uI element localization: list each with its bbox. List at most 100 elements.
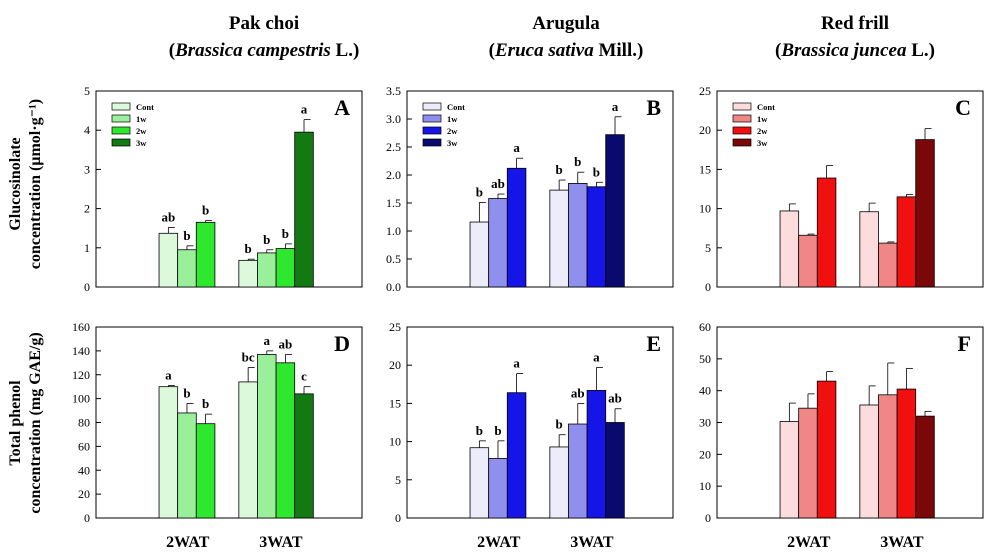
bar bbox=[779, 210, 800, 288]
legend-label: 2w bbox=[757, 126, 768, 136]
bar bbox=[195, 221, 216, 288]
significance-letter: a bbox=[264, 333, 271, 348]
legend-swatch bbox=[111, 102, 131, 111]
significance-letter: b bbox=[574, 154, 581, 169]
bar bbox=[798, 234, 818, 288]
bar bbox=[549, 446, 569, 519]
y-tick-label: 15 bbox=[699, 162, 711, 176]
y-tick-label: 100 bbox=[72, 392, 90, 406]
y-tick-label: 160 bbox=[72, 320, 90, 334]
significance-letter: a bbox=[513, 140, 520, 155]
bar bbox=[816, 177, 837, 288]
y-tick-label: 20 bbox=[699, 447, 711, 461]
bar bbox=[878, 394, 898, 519]
column-header-red-frill: Red frill (Brassica juncea L.) bbox=[715, 10, 995, 64]
panel-letter: A bbox=[334, 95, 350, 120]
panel-letter: C bbox=[955, 95, 971, 120]
legend-swatch bbox=[111, 138, 131, 147]
legend-label: 3w bbox=[757, 138, 768, 148]
bar bbox=[195, 423, 216, 519]
bar bbox=[238, 259, 258, 288]
paren-open: ( bbox=[488, 40, 495, 61]
y-tick-label: 3 bbox=[84, 162, 90, 176]
bar bbox=[605, 422, 625, 519]
scientific-name: (Brassica juncea L.) bbox=[715, 37, 995, 64]
y-tick-label: 0 bbox=[84, 511, 90, 525]
y-tick-label: 1 bbox=[84, 241, 90, 255]
panel-letter: E bbox=[646, 331, 661, 356]
bar bbox=[506, 167, 527, 288]
legend-swatch bbox=[422, 114, 442, 123]
authority: Mill.) bbox=[593, 40, 644, 61]
significance-letter: b bbox=[202, 396, 209, 411]
significance-letter: b bbox=[476, 423, 483, 438]
x-category-label: 3WAT bbox=[880, 534, 924, 551]
bar bbox=[798, 407, 818, 519]
column-header-arugula: Arugula (Eruca sativa Mill.) bbox=[426, 10, 706, 64]
x-category-label: 3WAT bbox=[259, 534, 303, 551]
y-tick-label: 1.0 bbox=[386, 224, 401, 238]
y-tick-label: 5 bbox=[84, 84, 90, 98]
y-tick-label: 0.5 bbox=[386, 252, 401, 266]
significance-letter: b bbox=[593, 164, 600, 179]
y-tick-label: 80 bbox=[78, 416, 90, 430]
legend-swatch bbox=[422, 138, 442, 147]
bar bbox=[859, 211, 879, 288]
scientific-name: (Brassica campestris L.) bbox=[124, 37, 404, 64]
y-tick-label: 0.0 bbox=[386, 280, 401, 294]
significance-letter: bc bbox=[242, 350, 255, 365]
bar bbox=[294, 393, 314, 519]
y-tick-label: 40 bbox=[699, 384, 711, 398]
y-tick-label: 60 bbox=[78, 439, 90, 453]
bar bbox=[257, 252, 277, 288]
bar bbox=[275, 362, 296, 519]
y-tick-label: 60 bbox=[699, 320, 711, 334]
y-tick-label: 5 bbox=[395, 473, 401, 487]
y-tick-label: 10 bbox=[389, 435, 401, 449]
panel-c: 0 5 10 15 20 25 C Cont 1w 2w 3w bbox=[699, 84, 984, 294]
bar bbox=[488, 458, 508, 519]
y-tick-label: 40 bbox=[78, 463, 90, 477]
plot-frame bbox=[95, 326, 363, 519]
bar bbox=[568, 182, 588, 288]
bar bbox=[605, 134, 625, 288]
significance-letter: b bbox=[556, 162, 563, 177]
significance-letter: ab bbox=[608, 391, 622, 406]
bar bbox=[859, 404, 879, 519]
plot-frame bbox=[406, 90, 674, 288]
x-category-label: 2WAT bbox=[166, 534, 210, 551]
y-tick-label: 3.0 bbox=[386, 112, 401, 126]
y-tick-label: 2.0 bbox=[386, 168, 401, 182]
bar bbox=[915, 415, 935, 519]
y-tick-label: 30 bbox=[699, 416, 711, 430]
y-tick-label: 10 bbox=[699, 202, 711, 216]
bar bbox=[177, 412, 197, 519]
legend-label: 2w bbox=[136, 126, 147, 136]
bar bbox=[158, 386, 179, 519]
column-header-pak-choi: Pak choi (Brassica campestris L.) bbox=[124, 10, 404, 64]
legend-swatch bbox=[732, 126, 752, 135]
significance-letter: a bbox=[165, 367, 172, 382]
y-tick-label: 4 bbox=[84, 123, 90, 137]
x-category-label: 2WAT bbox=[477, 534, 521, 551]
significance-letter: b bbox=[183, 385, 190, 400]
bar bbox=[469, 221, 490, 288]
y-tick-label: 120 bbox=[72, 368, 90, 382]
significance-letter: ab bbox=[161, 209, 175, 224]
bar bbox=[816, 380, 837, 519]
y-tick-label: 3.5 bbox=[386, 84, 401, 98]
panel-letter: D bbox=[334, 331, 350, 356]
bar bbox=[549, 189, 569, 288]
legend-swatch bbox=[422, 126, 442, 135]
y-tick-label: 50 bbox=[699, 352, 711, 366]
common-name: Arugula bbox=[532, 13, 600, 34]
legend-label: Cont bbox=[447, 102, 465, 112]
bar bbox=[238, 381, 258, 519]
authority: L.) bbox=[330, 40, 360, 61]
species: Brassica juncea bbox=[781, 40, 907, 61]
y-tick-label: 10 bbox=[699, 479, 711, 493]
y-tick-label: 0 bbox=[395, 511, 401, 525]
